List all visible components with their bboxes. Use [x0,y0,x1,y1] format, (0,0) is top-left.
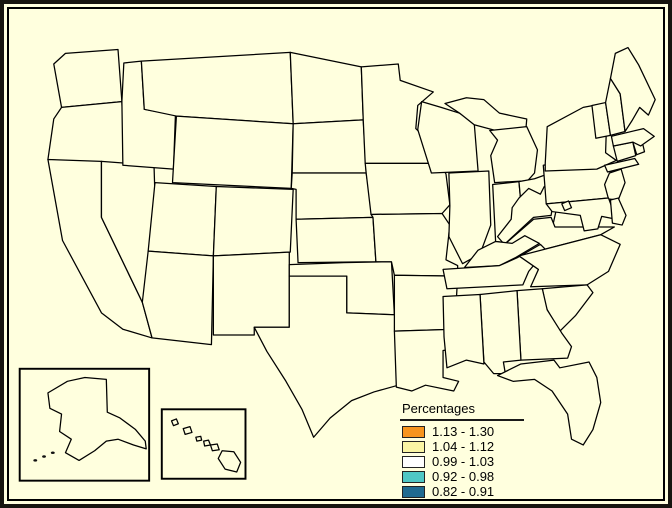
alaska-inset [18,367,151,482]
state-oregon [47,100,126,166]
state-new-york-long-island [603,157,640,173]
state-hawaii-island [203,439,212,447]
state-arizona [141,250,215,346]
state-montana [140,51,294,125]
legend-swatch [402,455,425,468]
aleutian-islands-icon [42,455,46,458]
legend-swatch [402,440,425,453]
legend-row: 0.92 - 0.98 [402,470,524,483]
state-hawaii-island [195,435,203,442]
legend-swatch-fill [402,440,425,453]
legend-swatch-fill [402,470,425,483]
state-district-of-columbia [561,200,573,212]
legend: Percentages 1.13 - 1.30 1.04 - 1.12 0.99… [400,401,524,500]
state-wyoming [171,115,294,190]
legend-swatch [402,470,425,483]
legend-label: 1.13 - 1.30 [432,424,495,439]
lower-48-states [47,46,656,446]
state-hawaii-island [182,426,193,436]
state-hawaii-island [209,443,220,452]
state-maryland [545,197,617,232]
state-kansas [295,216,377,264]
legend-label: 0.82 - 0.91 [432,484,495,499]
state-nebraska [290,172,374,220]
state-florida [496,359,602,446]
legend-title: Percentages [402,401,475,416]
legend-label: 0.92 - 0.98 [432,469,495,484]
state-new-mexico [212,251,290,336]
state-maine [609,46,656,133]
state-north-carolina [518,234,621,288]
legend-swatch [402,485,425,498]
state-alaska [47,376,147,462]
state-michigan-upper-peninsula [444,97,528,132]
legend-row: 0.99 - 1.03 [402,455,524,468]
aleutian-islands-icon [33,459,38,462]
hawaii-inset [160,408,247,480]
state-alabama [479,290,522,375]
state-west-virginia [496,185,556,245]
state-minnesota [360,63,440,164]
legend-swatch-fill [402,425,425,438]
state-utah [147,181,217,257]
legend-row: 0.82 - 0.91 [402,485,524,498]
legend-label: 1.04 - 1.12 [432,439,495,454]
map-frame: Percentages 1.13 - 1.30 1.04 - 1.12 0.99… [7,7,665,501]
state-colorado [212,185,294,257]
us-choropleth-map [18,46,656,482]
state-mississippi [442,293,485,369]
legend-swatch-fill [402,455,425,468]
state-hawaii-island [170,418,179,427]
state-hawaii-big-island [217,450,242,473]
state-georgia [516,288,573,361]
legend-divider [400,419,524,421]
state-texas [253,275,402,438]
legend-swatch-fill [402,485,425,498]
legend-label: 0.99 - 1.03 [432,454,495,469]
legend-row: 1.13 - 1.30 [402,425,524,438]
legend-swatch [402,425,425,438]
state-massachusetts [610,127,655,147]
state-washington [53,48,123,109]
aleutian-islands-icon [50,451,55,454]
state-michigan [489,126,539,184]
state-wisconsin [417,100,479,174]
state-south-dakota [291,119,367,174]
state-delaware [609,197,627,226]
state-north-dakota [289,51,364,125]
legend-row: 1.04 - 1.12 [402,440,524,453]
